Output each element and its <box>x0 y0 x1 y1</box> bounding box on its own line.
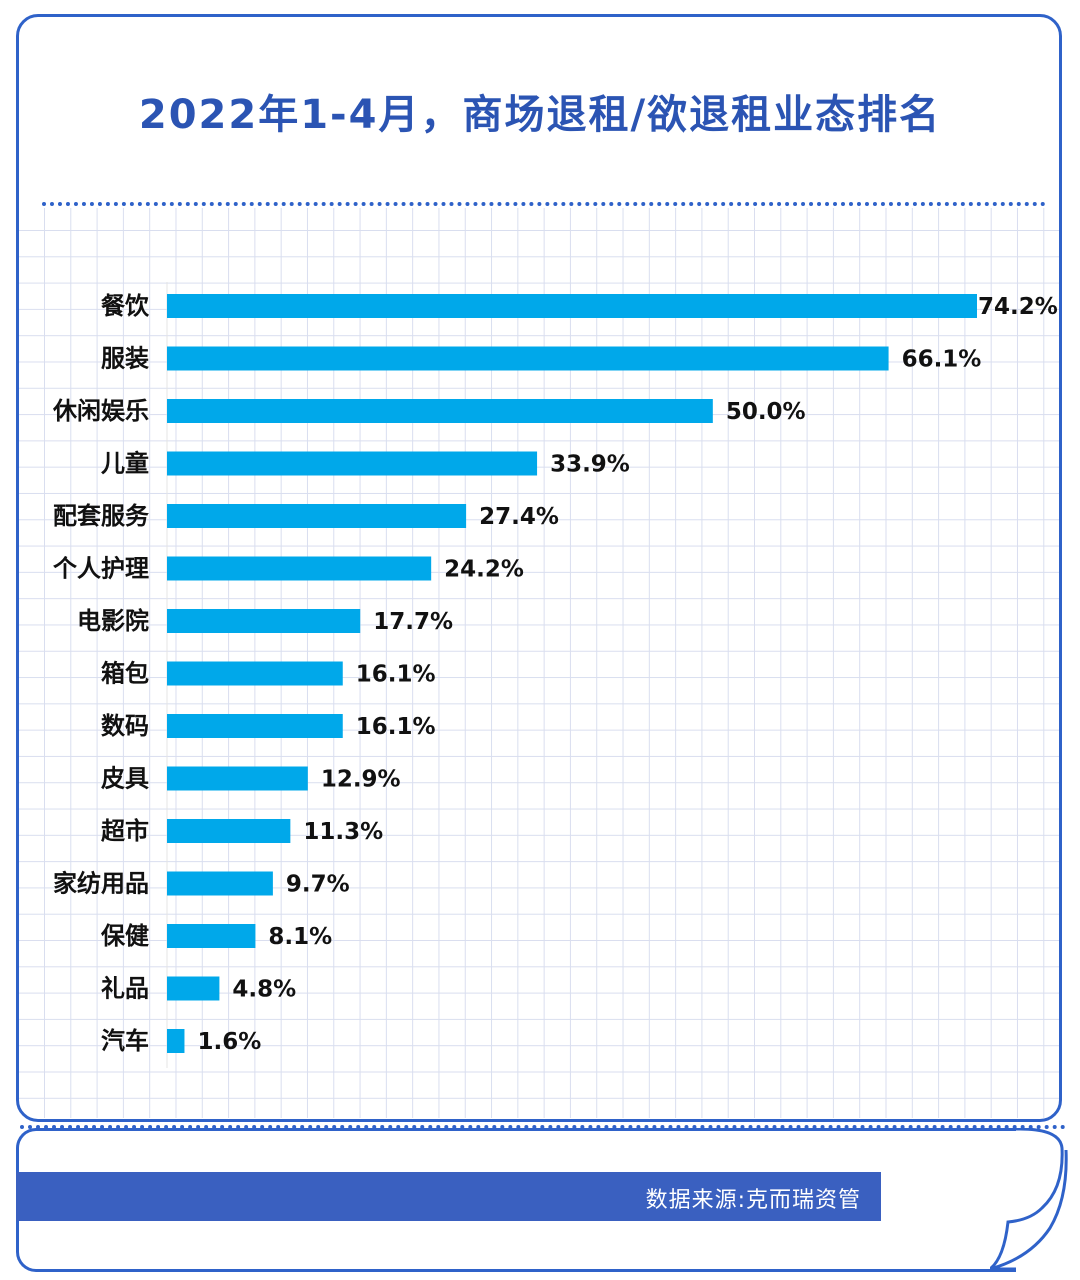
category-label: 休闲娱乐 <box>52 397 149 425</box>
value-label: 1.6% <box>197 1029 261 1055</box>
category-label: 超市 <box>101 817 149 845</box>
bar-12 <box>167 924 256 948</box>
category-label: 保健 <box>100 922 149 950</box>
dotted-divider <box>42 202 1046 206</box>
value-label: 11.3% <box>303 819 383 845</box>
chart-title: 2022年1-4月，商场退租/欲退租业态排名 <box>138 92 942 138</box>
category-label: 儿童 <box>101 450 149 478</box>
value-label: 74.2% <box>978 294 1058 320</box>
category-label: 礼品 <box>101 975 149 1003</box>
bar-9 <box>167 766 308 791</box>
category-label: 个人护理 <box>53 555 149 583</box>
bar-14 <box>167 1029 185 1053</box>
value-label: 16.1% <box>356 662 436 688</box>
category-label: 汽车 <box>101 1027 149 1055</box>
bar-4 <box>167 504 467 528</box>
bar-8 <box>167 714 343 738</box>
value-label: 4.8% <box>232 977 296 1003</box>
category-label: 服装 <box>101 345 149 373</box>
category-label: 餐饮 <box>101 292 150 320</box>
category-label: 皮具 <box>101 765 149 793</box>
category-label: 电影院 <box>77 607 149 635</box>
dotted-divider-bottom <box>20 1125 1066 1129</box>
value-label: 12.9% <box>321 767 401 793</box>
category-label: 配套服务 <box>53 502 150 530</box>
source-text: 数据来源:克而瑞资管 <box>645 1188 861 1213</box>
value-label: 33.9% <box>550 452 630 478</box>
bar-7 <box>167 661 343 686</box>
category-label: 数码 <box>101 712 149 740</box>
bar-11 <box>167 871 273 896</box>
value-label: 50.0% <box>726 399 806 425</box>
value-label: 24.2% <box>444 557 524 583</box>
category-label: 家纺用品 <box>53 870 149 898</box>
bar-6 <box>167 609 361 633</box>
value-label: 17.7% <box>373 609 453 635</box>
category-label: 箱包 <box>101 660 149 688</box>
source-banner: 数据来源:克而瑞资管 <box>16 1172 881 1221</box>
value-label: 9.7% <box>286 872 350 898</box>
value-label: 16.1% <box>356 714 436 740</box>
bar-13 <box>167 976 220 1001</box>
bar-1 <box>167 346 889 371</box>
bar-2 <box>167 399 713 423</box>
value-label: 66.1% <box>902 347 982 373</box>
page-curl-icon <box>990 1128 1068 1271</box>
value-label: 27.4% <box>479 504 559 530</box>
value-label: 8.1% <box>268 924 332 950</box>
bar-0 <box>167 294 977 318</box>
bar-5 <box>167 556 432 581</box>
bar-3 <box>167 451 538 476</box>
bar-10 <box>167 819 291 843</box>
